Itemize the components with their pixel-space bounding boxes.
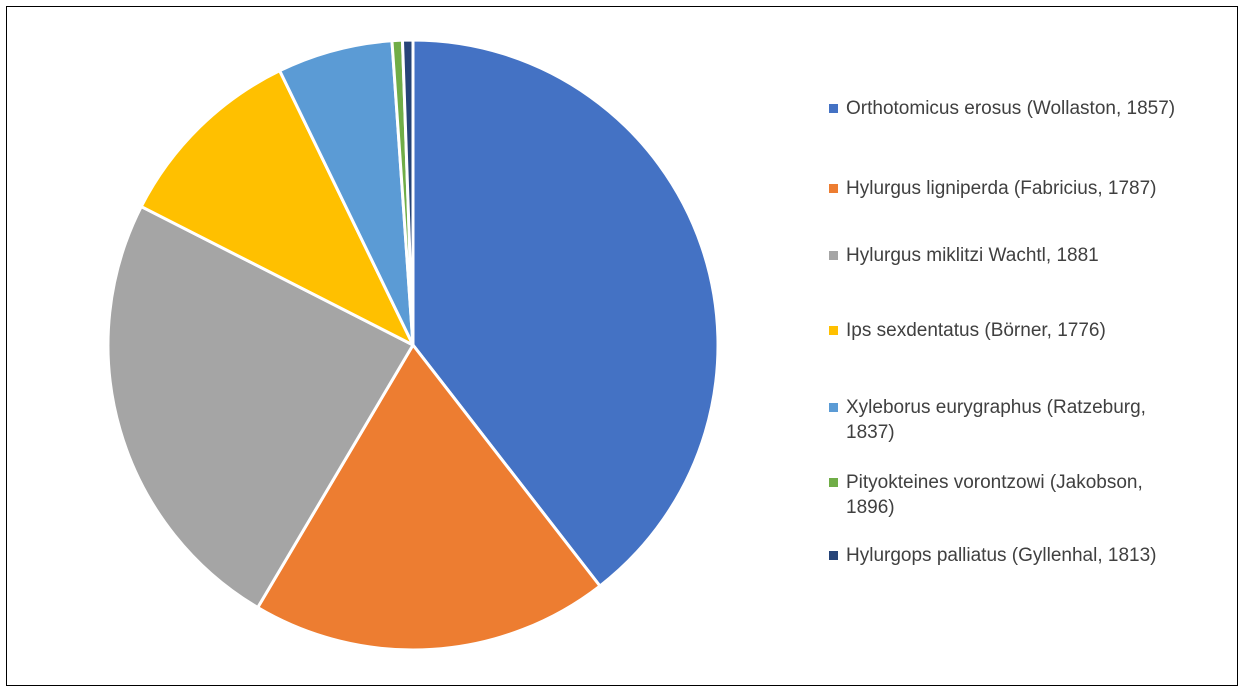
legend-item: Ips sexdentatus (Börner, 1776) (829, 318, 1196, 343)
legend-item: Hylurgus ligniperda (Fabricius, 1787) (829, 176, 1196, 201)
legend-label: Pityokteines vorontzowi (Jakobson, 1896) (846, 472, 1143, 518)
legend-item: Orthotomicus erosus (Wollaston, 1857) (829, 96, 1196, 121)
pie-slice-6 (400, 38, 415, 347)
legend-label: Hylurgops palliatus (Gyllenhal, 1813) (846, 545, 1157, 566)
pie-slice-3 (139, 69, 415, 347)
legend-swatch-0 (829, 104, 838, 113)
legend-item: Pityokteines vorontzowi (Jakobson, 1896) (829, 470, 1196, 520)
legend-label: Ips sexdentatus (Börner, 1776) (846, 320, 1106, 341)
pie-slice-1 (256, 343, 602, 652)
legend-swatch-3 (829, 326, 838, 335)
legend-item: Hylurgops palliatus (Gyllenhal, 1813) (829, 543, 1196, 568)
legend-label: Orthotomicus erosus (Wollaston, 1857) (846, 98, 1176, 119)
legend-swatch-1 (829, 184, 838, 193)
legend-swatch-4 (829, 403, 838, 412)
legend-label: Hylurgus miklitzi Wachtl, 1881 (846, 245, 1099, 266)
pie-slice-4 (278, 39, 415, 347)
legend-swatch-2 (829, 251, 838, 260)
legend-label: Xyleborus eurygraphus (Ratzeburg, 1837) (846, 397, 1146, 443)
legend-label: Hylurgus ligniperda (Fabricius, 1787) (846, 178, 1157, 199)
legend-swatch-6 (829, 551, 838, 560)
legend-swatch-5 (829, 478, 838, 487)
legend-item: Hylurgus miklitzi Wachtl, 1881 (829, 243, 1196, 268)
pie-slice-0 (411, 38, 720, 588)
legend-item: Xyleborus eurygraphus (Ratzeburg, 1837) (829, 395, 1196, 445)
